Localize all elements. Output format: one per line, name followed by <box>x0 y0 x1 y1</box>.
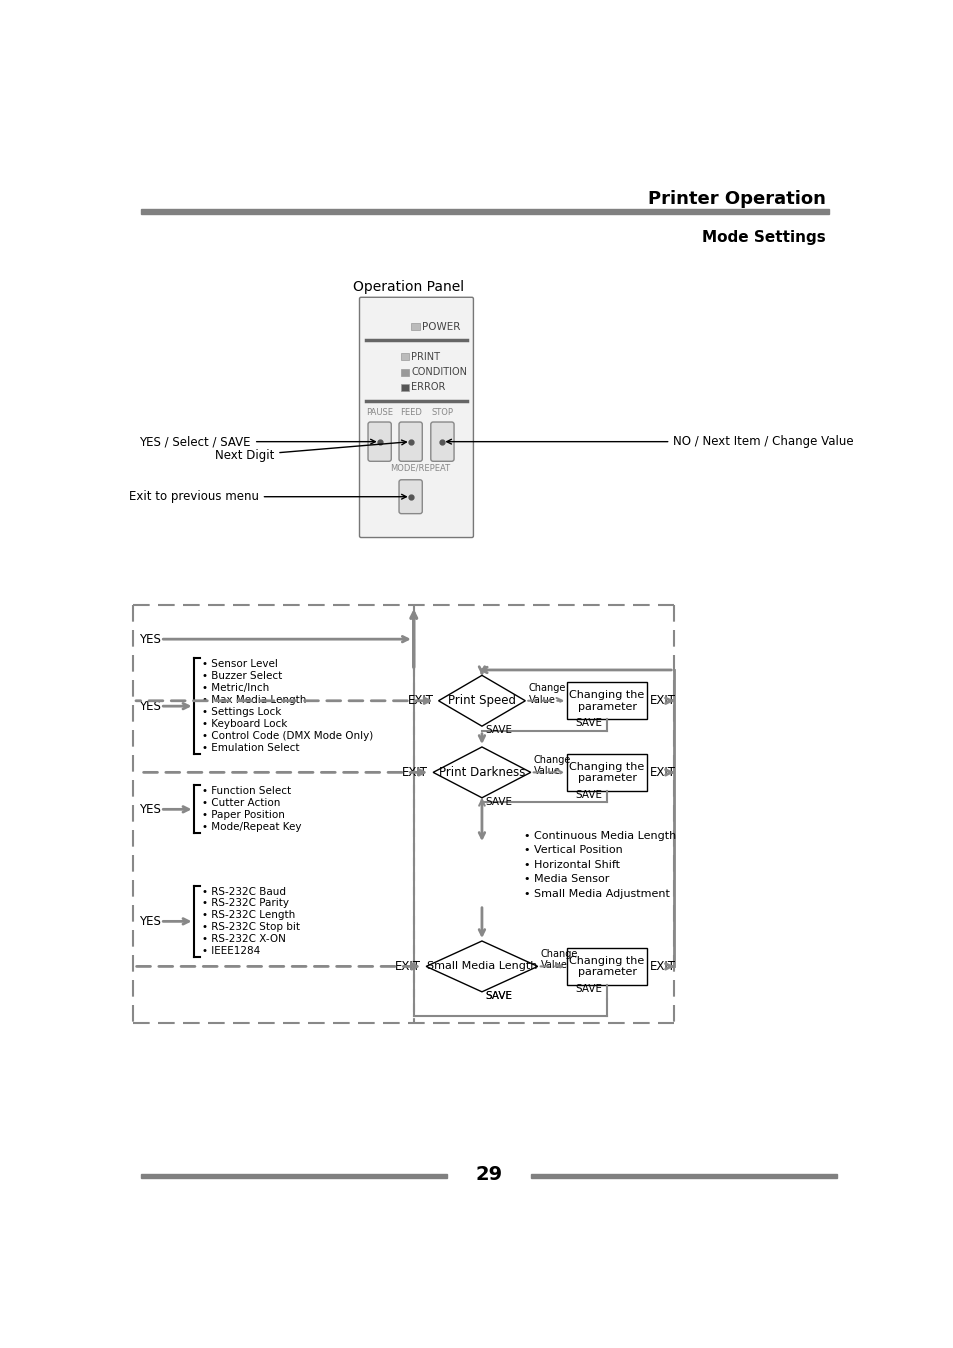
Text: • Keyboard Lock: • Keyboard Lock <box>202 718 287 729</box>
Text: Operation Panel: Operation Panel <box>353 280 464 294</box>
Text: • RS-232C X-ON: • RS-232C X-ON <box>202 934 286 944</box>
Text: YES: YES <box>139 632 161 646</box>
Text: • Max Media Length: • Max Media Length <box>202 696 306 705</box>
Text: YES: YES <box>139 915 161 927</box>
Text: SAVE: SAVE <box>485 725 513 735</box>
Bar <box>411 324 419 330</box>
FancyBboxPatch shape <box>359 298 473 538</box>
Text: YES: YES <box>139 700 161 713</box>
Text: SAVE: SAVE <box>485 991 513 1000</box>
FancyBboxPatch shape <box>431 422 454 461</box>
Text: • Vertical Position: • Vertical Position <box>523 845 622 855</box>
Text: • Continuous Media Length: • Continuous Media Length <box>523 830 676 841</box>
Text: EXIT: EXIT <box>407 694 433 708</box>
Text: • Buzzer Select: • Buzzer Select <box>202 671 282 681</box>
Text: Print Darkness: Print Darkness <box>438 766 524 779</box>
Text: POWER: POWER <box>422 322 460 332</box>
Text: STOP: STOP <box>431 408 453 418</box>
Text: ERROR: ERROR <box>411 383 445 392</box>
Text: EXIT: EXIT <box>402 766 428 779</box>
Text: PRINT: PRINT <box>411 352 440 361</box>
Bar <box>530 1174 836 1178</box>
Bar <box>567 948 646 985</box>
Text: 29: 29 <box>475 1165 502 1184</box>
Text: • Small Media Adjustment: • Small Media Adjustment <box>523 890 669 899</box>
Text: EXIT: EXIT <box>649 960 676 973</box>
Text: Changing the
parameter: Changing the parameter <box>569 956 644 977</box>
Text: Small Media Length: Small Media Length <box>426 961 537 972</box>
Text: EXIT: EXIT <box>649 694 676 708</box>
Text: • Emulation Select: • Emulation Select <box>202 743 299 754</box>
Text: • Media Sensor: • Media Sensor <box>523 875 609 884</box>
Bar <box>141 1174 447 1178</box>
Text: PAUSE: PAUSE <box>366 408 393 418</box>
Text: • Settings Lock: • Settings Lock <box>202 708 281 717</box>
FancyBboxPatch shape <box>398 422 422 461</box>
Text: • Control Code (DMX Mode Only): • Control Code (DMX Mode Only) <box>202 731 373 741</box>
Text: • RS-232C Length: • RS-232C Length <box>202 910 295 921</box>
Text: • Metric/Inch: • Metric/Inch <box>202 683 269 693</box>
Text: Changing the
parameter: Changing the parameter <box>569 762 644 783</box>
Text: FEED: FEED <box>399 408 421 418</box>
Bar <box>401 369 409 376</box>
Text: • RS-232C Parity: • RS-232C Parity <box>202 899 289 909</box>
FancyBboxPatch shape <box>398 480 422 514</box>
Text: • RS-232C Stop bit: • RS-232C Stop bit <box>202 922 300 933</box>
Text: NO / Next Item / Change Value: NO / Next Item / Change Value <box>446 435 853 448</box>
Bar <box>567 682 646 720</box>
Text: Printer Operation: Printer Operation <box>647 190 825 208</box>
Text: MODE/REPEAT: MODE/REPEAT <box>390 464 450 473</box>
Text: • Function Select: • Function Select <box>202 786 291 797</box>
Text: • Sensor Level: • Sensor Level <box>202 659 277 670</box>
Text: Exit to previous menu: Exit to previous menu <box>129 491 406 503</box>
Text: YES: YES <box>139 803 161 816</box>
Text: Changing the
parameter: Changing the parameter <box>569 690 644 712</box>
Text: SAVE: SAVE <box>485 991 513 1000</box>
FancyBboxPatch shape <box>368 422 391 461</box>
Text: EXIT: EXIT <box>395 960 420 973</box>
Text: Next Digit: Next Digit <box>214 439 406 462</box>
Bar <box>401 384 409 391</box>
Text: EXIT: EXIT <box>649 766 676 779</box>
Text: • IEEE1284: • IEEE1284 <box>202 946 260 956</box>
Text: SAVE: SAVE <box>575 718 601 728</box>
Text: • Horizontal Shift: • Horizontal Shift <box>523 860 619 869</box>
Text: Print Speed: Print Speed <box>448 694 516 708</box>
Text: Mode Settings: Mode Settings <box>701 229 825 245</box>
Text: CONDITION: CONDITION <box>411 367 467 377</box>
Text: Change
Value: Change Value <box>540 949 578 971</box>
Text: Change
Value: Change Value <box>528 683 565 705</box>
Bar <box>567 754 646 791</box>
Text: • Cutter Action: • Cutter Action <box>202 798 280 809</box>
Bar <box>141 209 828 214</box>
Text: SAVE: SAVE <box>575 984 601 993</box>
Text: SAVE: SAVE <box>485 797 513 806</box>
Text: • Mode/Repeat Key: • Mode/Repeat Key <box>202 822 301 832</box>
Text: SAVE: SAVE <box>575 790 601 799</box>
Text: Change
Value: Change Value <box>534 755 571 776</box>
Text: • Paper Position: • Paper Position <box>202 810 285 821</box>
Text: YES / Select / SAVE: YES / Select / SAVE <box>139 435 375 448</box>
Bar <box>401 353 409 360</box>
Text: • RS-232C Baud: • RS-232C Baud <box>202 887 286 896</box>
